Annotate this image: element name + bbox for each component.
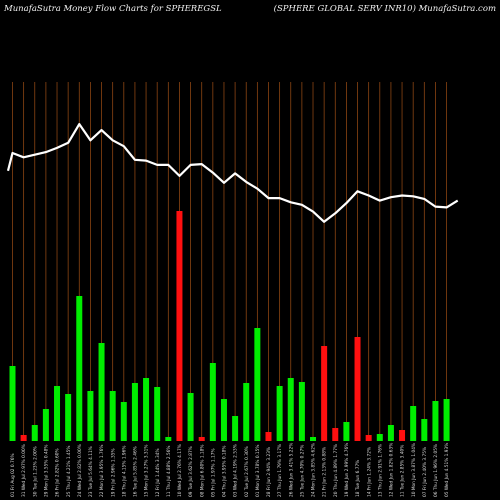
x-tick-label: 10 Wed Jul 2.76% 4.17% bbox=[177, 444, 183, 497]
inflow-bar bbox=[154, 387, 161, 441]
inflow-bar bbox=[232, 416, 239, 441]
x-tick-label: 25 Thu Jul 4.21% 1.45% bbox=[66, 446, 72, 498]
x-tick-label: 26 Wed Jun 3.41% 5.22% bbox=[288, 443, 294, 497]
inflow-bar bbox=[243, 383, 250, 441]
x-tick-label: 23 Tue Jul 5.64% 4.11% bbox=[88, 446, 94, 497]
x-tick-label: 14 Fri Jun 1.24% 3.72% bbox=[366, 447, 372, 497]
inflow-bar bbox=[187, 393, 194, 441]
x-tick-label: 26 Fri Jul 2.82% 0.60% bbox=[55, 448, 61, 497]
x-tick-label: 15 Mon Jul 3.27% 3.31% bbox=[144, 445, 150, 497]
x-tick-label: 07 Fri Jun 2.40% 3.75% bbox=[422, 447, 428, 497]
x-tick-label: 10 Mon Jun 3.87% 1.04% bbox=[411, 443, 417, 497]
inflow-bar bbox=[209, 363, 216, 441]
x-tick-label: 29 Mon Jul 3.55% 0.48% bbox=[43, 445, 49, 497]
x-tick-label: 06 Thu Jun 1.96% 2.05% bbox=[433, 444, 439, 497]
inflow-bar bbox=[65, 394, 72, 441]
inflow-bar bbox=[9, 366, 16, 441]
x-tick-label: 19 Wed Jun 2.99% 4.76% bbox=[344, 443, 350, 497]
x-tick-label: 16 Tue Jul 5.85% 2.46% bbox=[133, 446, 139, 497]
outflow-bar bbox=[198, 437, 205, 441]
x-tick-label: 01 Mon Jul 3.78% 0.15% bbox=[255, 445, 261, 497]
inflow-bar bbox=[143, 378, 150, 441]
x-tick-label: 02 Tue Jul 2.67% 0.30% bbox=[244, 446, 250, 497]
outflow-bar bbox=[332, 428, 339, 441]
x-tick-label: 08 Mon Jul 6.80% 1.18% bbox=[199, 445, 205, 497]
x-tick-label: 28 Fri Jun 2.94% 3.23% bbox=[266, 447, 272, 497]
x-tick-label: 20 Thu Jun 4.89% 1.77% bbox=[333, 444, 339, 497]
x-tick-label: 18 Thu Jul 4.15% 1.96% bbox=[121, 446, 127, 498]
inflow-bar bbox=[387, 425, 394, 441]
outflow-bar bbox=[321, 346, 328, 441]
outflow-bar bbox=[265, 432, 272, 441]
x-axis-ticks: 01 Fri Aug 02 0.76% 31 Wed Jul 2.97% 0.00… bbox=[10, 443, 450, 497]
inflow-bar bbox=[310, 437, 317, 441]
x-tick-label: 13 Thu Jun 2.91% 1.76% bbox=[377, 444, 383, 497]
inflow-bar bbox=[432, 401, 439, 441]
chart-title: MunafaSutra Money Flow Charts for SPHERE… bbox=[4, 4, 222, 14]
inflow-bar bbox=[410, 406, 417, 441]
x-tick-label: 25 Tue Jun 4.70% 0.27% bbox=[299, 445, 305, 497]
outflow-bar bbox=[20, 435, 27, 441]
inflow-bar bbox=[120, 402, 127, 441]
x-tick-label: 19 Fri Jul 2.96% 1.35% bbox=[110, 448, 116, 497]
x-tick-label: 12 Wed Jun 1.82% 0.63% bbox=[389, 443, 395, 497]
inflow-bar bbox=[220, 399, 227, 441]
outflow-bar bbox=[365, 435, 372, 441]
price-line bbox=[6, 122, 459, 223]
x-tick-label: 21 Fri Jun 2.13% 0.88% bbox=[322, 447, 328, 497]
x-tick-label: 22 Mon Jul 3.95% 1.76% bbox=[99, 445, 105, 497]
chart-subtitle: (SPHERE GLOBAL SERV INR10) MunafaSutra.c… bbox=[273, 4, 496, 14]
x-tick-label: 30 Tue Jul 1.23% 2.00% bbox=[32, 446, 38, 497]
money-flow-bars bbox=[9, 211, 450, 441]
inflow-bar bbox=[42, 409, 49, 441]
x-tick-label: 03 Wed Jul 4.19% 2.53% bbox=[233, 444, 239, 497]
x-tick-label: 31 Wed Jul 2.97% 0.00% bbox=[21, 444, 27, 497]
inflow-bar bbox=[54, 386, 61, 441]
inflow-bar bbox=[298, 382, 305, 441]
x-tick-label: 11 Tue Jun 2.85% 3.40% bbox=[400, 445, 406, 497]
inflow-bar bbox=[376, 434, 383, 441]
x-tick-label: 12 Fri Jul 1.44% 3.34% bbox=[155, 448, 161, 497]
x-tick-label: 24 Mon Jun 3.85% 4.62% bbox=[311, 443, 317, 497]
x-tick-label: 09 Tue Jul 3.62% 2.87% bbox=[188, 446, 194, 497]
inflow-bar bbox=[254, 328, 261, 441]
inflow-bar bbox=[276, 386, 283, 441]
x-tick-label: 24 Wed Jul 2.82% 0.00% bbox=[77, 444, 83, 497]
inflow-bar bbox=[98, 343, 105, 441]
inflow-bar bbox=[287, 378, 294, 441]
outflow-bar bbox=[399, 430, 406, 441]
inflow-bar bbox=[443, 399, 450, 441]
x-tick-label: 11 Thu Jul 4.88% 2.56% bbox=[166, 446, 172, 498]
x-tick-label: 04 Thu Jul 3.95% 0.18% bbox=[222, 446, 228, 498]
x-tick-label: 05 Wed Jun 4.51% 1.93% bbox=[444, 443, 450, 497]
x-tick-label: 05 Fri Jul 1.97% 1.17% bbox=[210, 448, 216, 497]
inflow-bar bbox=[31, 425, 38, 441]
outflow-bar bbox=[176, 211, 183, 441]
inflow-bar bbox=[87, 391, 94, 441]
inflow-bar bbox=[165, 437, 172, 441]
inflow-bar bbox=[131, 383, 138, 441]
x-tick-label: 18 Tue Jun 6.77% bbox=[355, 460, 361, 497]
x-tick-label: 01 Fri Aug 02 0.76% bbox=[10, 453, 16, 497]
inflow-bar bbox=[109, 391, 116, 441]
inflow-bar bbox=[343, 422, 350, 441]
inflow-bar bbox=[421, 419, 428, 441]
inflow-bar bbox=[76, 296, 83, 441]
x-tick-label: 27 Thu Jun 1.79% 3.17% bbox=[277, 444, 283, 497]
outflow-bar bbox=[354, 337, 361, 441]
